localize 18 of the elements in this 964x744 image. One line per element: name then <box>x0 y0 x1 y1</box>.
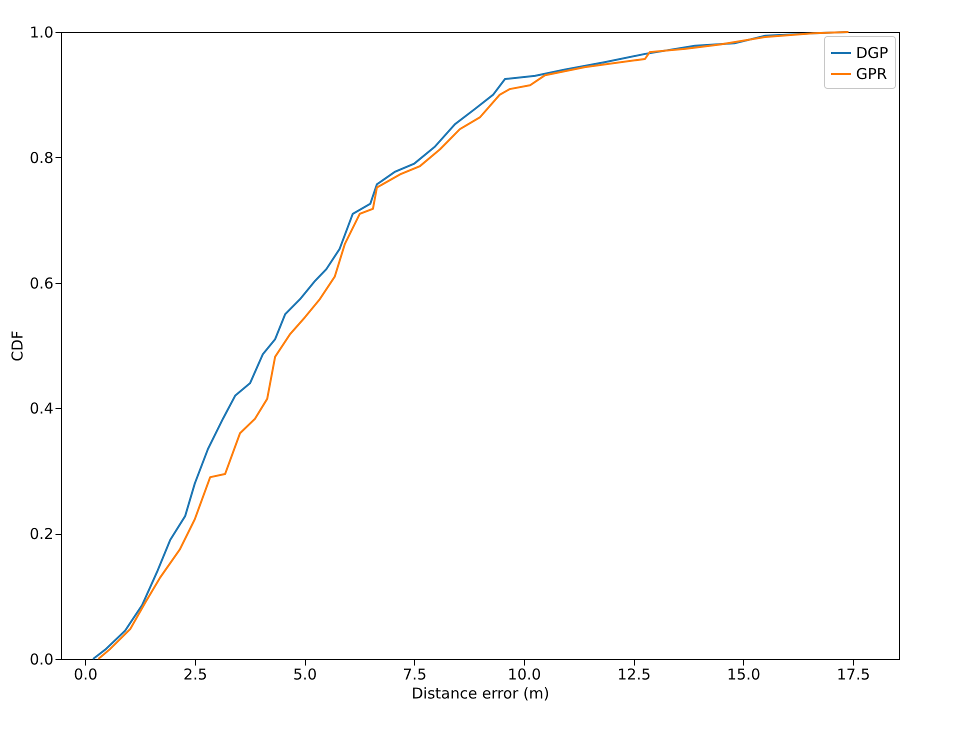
x-tick-label: 0.0 <box>74 666 98 684</box>
legend-label: GPR <box>856 65 888 83</box>
y-axis-title: CDF <box>8 330 27 362</box>
y-tick-label: 0.0 <box>30 650 54 668</box>
legend-label: DGP <box>856 44 888 62</box>
x-tick-label: 7.5 <box>402 666 427 684</box>
y-tick-label: 0.6 <box>30 274 54 292</box>
y-tick-label: 0.4 <box>30 400 54 418</box>
x-tick-label: 17.5 <box>836 666 870 684</box>
x-axis-title: Distance error (m) <box>412 684 550 702</box>
y-tick-label: 0.8 <box>30 148 54 167</box>
x-tick-label: 2.5 <box>183 666 208 684</box>
x-tick-label: 12.5 <box>617 666 651 684</box>
x-tick-label: 10.0 <box>508 666 542 684</box>
x-tick-label: 5.0 <box>293 666 317 684</box>
x-tick-label: 15.0 <box>727 666 760 684</box>
y-tick-label: 1.0 <box>30 24 54 42</box>
y-tick-label: 0.2 <box>30 525 54 544</box>
